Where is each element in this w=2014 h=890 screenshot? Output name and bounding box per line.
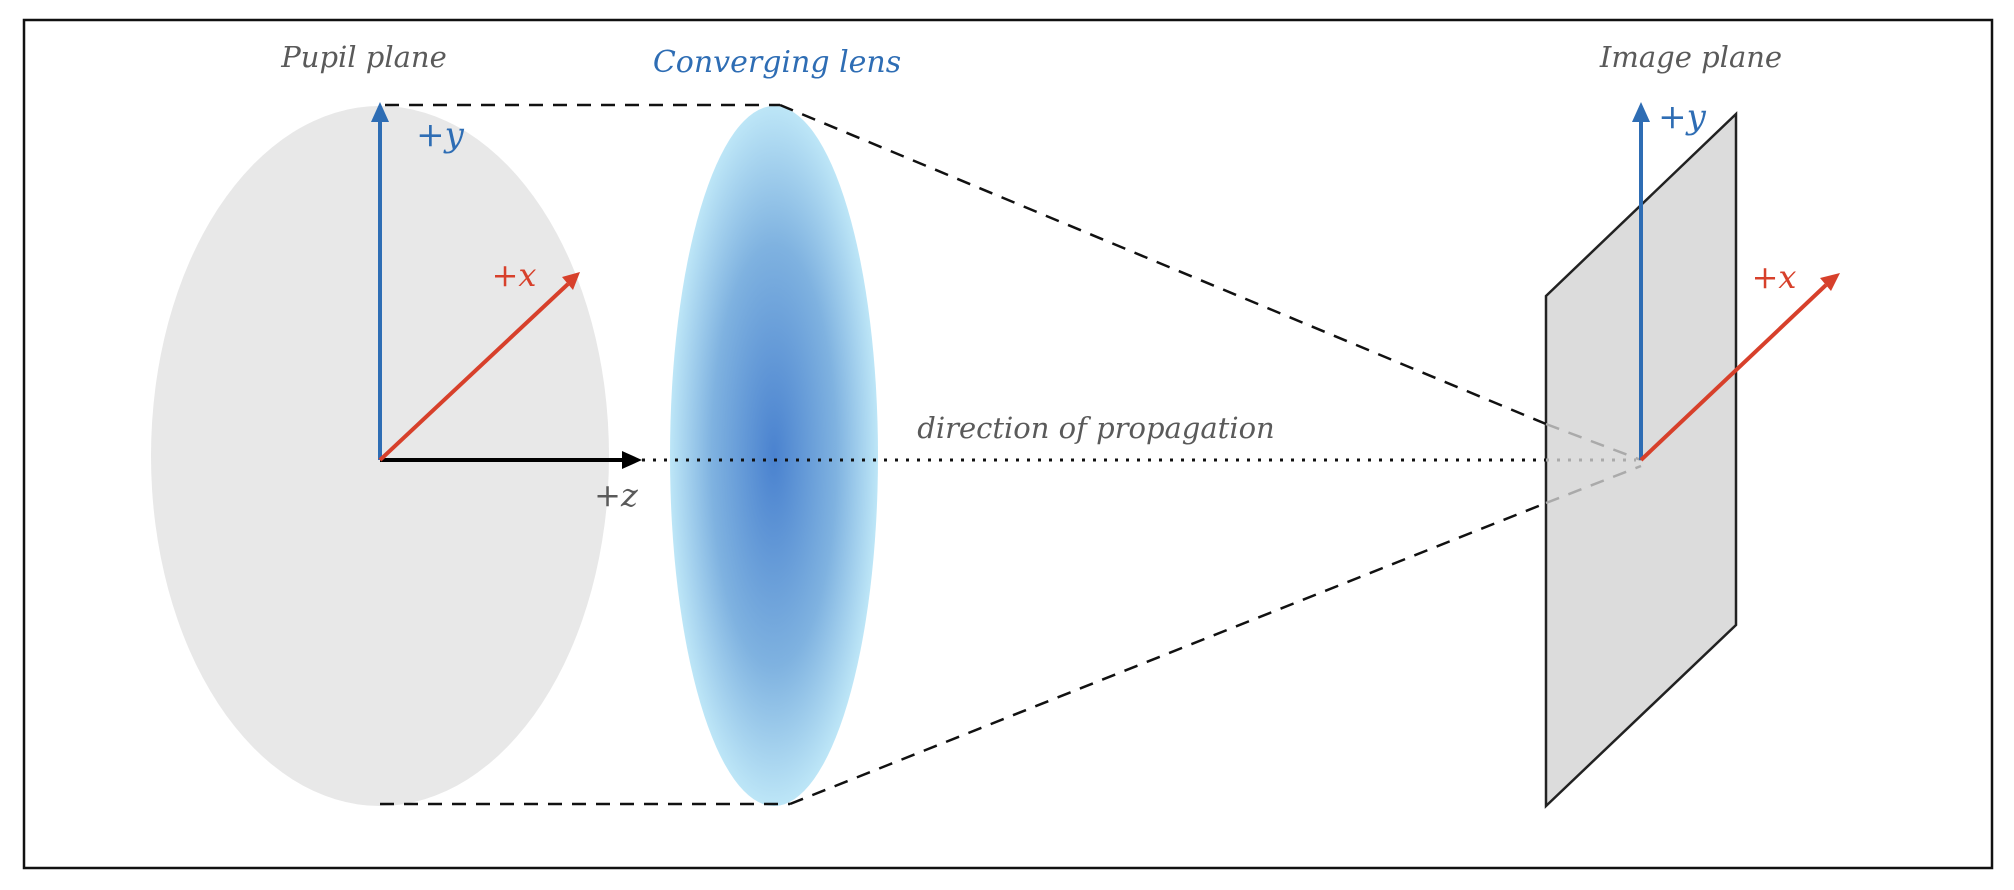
image-x-arrowhead xyxy=(1820,273,1840,291)
pupil-x-arrowhead xyxy=(562,272,580,290)
image-x-axis xyxy=(1639,283,1828,462)
pupil-z-arrowhead xyxy=(622,451,642,469)
ray-top-converging xyxy=(779,103,1547,426)
ray-bottom-converging xyxy=(789,501,1547,806)
direction-label: direction of propagation xyxy=(917,411,1274,445)
converging-lens-label: Converging lens xyxy=(653,45,901,80)
pupil-z-label: +z xyxy=(594,476,639,514)
figure-frame xyxy=(22,18,1994,870)
pupil-x-label: +x xyxy=(492,256,537,294)
image-y-label: +y xyxy=(1658,97,1706,137)
image-y-arrowhead xyxy=(1632,102,1650,122)
ray-lines xyxy=(380,103,1547,806)
pupil-x-axis xyxy=(378,282,570,462)
ray-lines-behind-plane xyxy=(1545,422,1642,505)
image-x-label: +x xyxy=(1752,258,1797,296)
pupil-y-arrowhead xyxy=(371,102,389,122)
image-plane-label: Image plane xyxy=(1599,40,1782,74)
converging-lens xyxy=(670,106,878,806)
pupil-plane-label: Pupil plane xyxy=(280,40,447,74)
pupil-y-label: +y xyxy=(416,115,464,155)
